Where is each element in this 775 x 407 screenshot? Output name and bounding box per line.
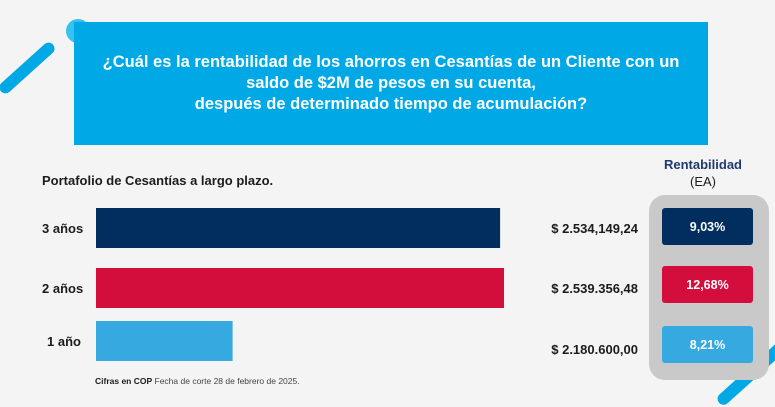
- amount-label-1: $ 2.534,149,24: [551, 221, 639, 236]
- amount-label-3: $ 2.180.600,00: [551, 342, 638, 357]
- rentabilidad-heading: Rentabilidad (EA): [648, 156, 758, 190]
- rate-box-2: [662, 266, 753, 303]
- rate-label-1: 9,03%: [690, 220, 725, 234]
- category-label-2: 2 años: [42, 281, 83, 296]
- header-line-2: saldo de $2M de pesos en su cuenta,: [246, 74, 536, 92]
- rate-label-2: 12,68%: [686, 278, 728, 292]
- footnote: Cifras en COP Fecha de corte 28 de febre…: [95, 376, 300, 386]
- rate-box-3: [662, 326, 753, 363]
- amount-label-2: $ 2.539.356,48: [551, 281, 638, 296]
- bar-3: [96, 321, 233, 361]
- footnote-text: Fecha de corte 28 de febrero de 2025.: [152, 376, 300, 386]
- bar-2: [96, 268, 504, 308]
- header-line-1: ¿Cuál es la rentabilidad de los ahorros …: [102, 53, 680, 71]
- bar-1: [96, 208, 501, 248]
- header-line-3: después de determinado tiempo de acumula…: [194, 95, 588, 113]
- category-label-1: 3 años: [42, 221, 83, 236]
- footnote-bold: Cifras en COP: [95, 376, 153, 386]
- portfolio-subtitle: Portafolio de Cesantías a largo plazo.: [42, 173, 274, 188]
- question-header: ¿Cuál es la rentabilidad de los ahorros …: [74, 22, 708, 145]
- rentabilidad-title: Rentabilidad: [663, 157, 742, 172]
- rate-box-1: [662, 208, 753, 245]
- rentabilidad-subtitle: (EA): [690, 174, 716, 189]
- category-label-3: 1 año: [47, 334, 81, 349]
- rate-label-3: 8,21%: [690, 338, 725, 352]
